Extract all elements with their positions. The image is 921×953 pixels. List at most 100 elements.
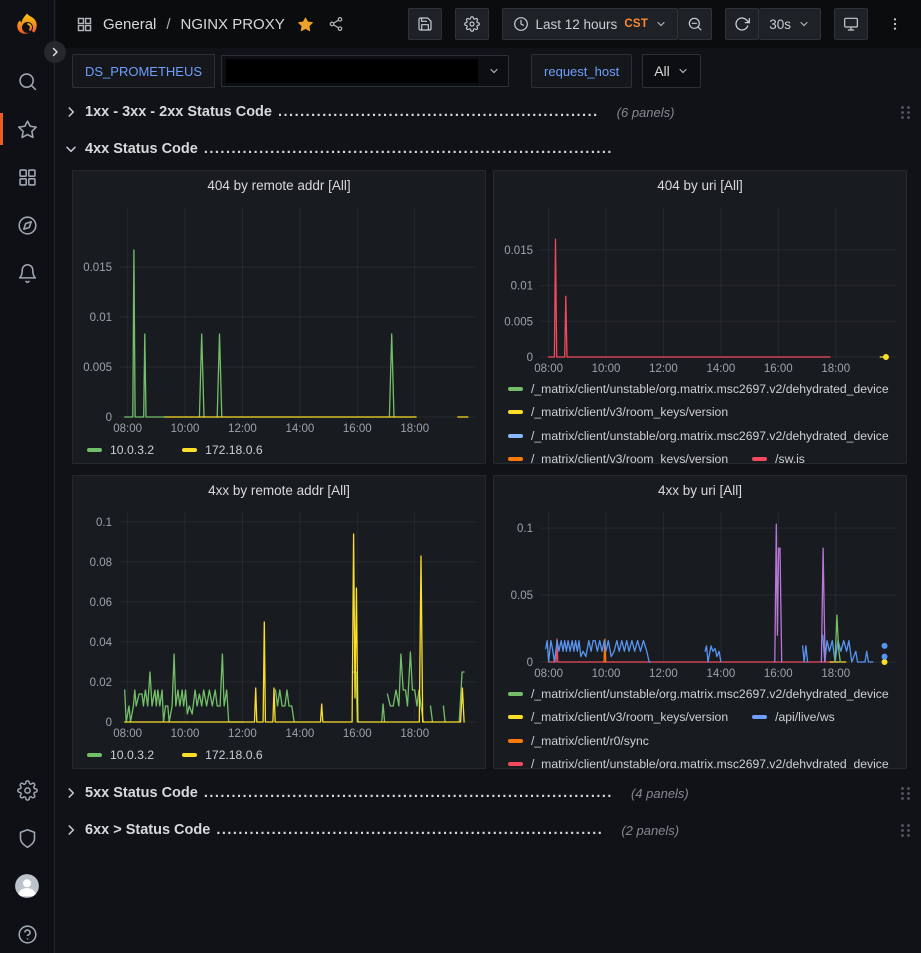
legend-series-swatch xyxy=(87,753,102,757)
clock-icon xyxy=(513,17,528,31)
legend-series-label: /_matrix/client/r0/sync xyxy=(531,733,649,748)
svg-text:16:00: 16:00 xyxy=(343,423,372,435)
svg-text:14:00: 14:00 xyxy=(285,728,314,740)
row-drag-handle[interactable] xyxy=(900,823,911,838)
legend-item[interactable]: /_matrix/client/unstable/org.matrix.msc2… xyxy=(508,382,889,396)
legend-item[interactable]: /_matrix/client/unstable/org.matrix.msc2… xyxy=(508,757,889,769)
refresh-interval-select[interactable]: 30s xyxy=(759,8,821,40)
legend-series-label: /_matrix/client/unstable/org.matrix.msc2… xyxy=(531,686,889,701)
sidebar-expand-button[interactable] xyxy=(44,41,66,63)
panel-legend: 10.0.3.2 172.18.0.6 xyxy=(73,437,485,463)
shield-icon xyxy=(19,828,35,848)
svg-text:12:00: 12:00 xyxy=(228,423,257,435)
chevron-right-icon xyxy=(52,47,58,57)
sidebar-item-profile[interactable] xyxy=(0,873,54,899)
panel-legend: /_matrix/client/unstable/org.matrix.msc2… xyxy=(494,377,906,464)
row-title-leader: ........................................… xyxy=(216,822,604,838)
chevron-down-icon xyxy=(657,21,665,27)
chevron-down-icon xyxy=(490,68,498,74)
dashboard-settings-button[interactable] xyxy=(454,8,489,40)
legend-item[interactable]: /api/live/ws xyxy=(752,710,835,724)
time-range-picker[interactable]: Last 12 hours CST xyxy=(501,8,679,40)
request-host-variable-select[interactable]: All xyxy=(642,54,701,88)
legend-item[interactable]: /sw.js xyxy=(752,452,805,464)
panel-title: 404 by remote addr [All] xyxy=(207,177,351,193)
svg-text:0.04: 0.04 xyxy=(90,637,113,649)
legend-series-label: 172.18.0.6 xyxy=(205,443,263,457)
favorite-star-button[interactable] xyxy=(295,14,316,35)
legend-item[interactable]: /_matrix/client/v3/room_keys/version xyxy=(508,452,728,463)
grafana-logo[interactable] xyxy=(11,10,44,43)
sidebar-item-dashboards[interactable] xyxy=(0,164,54,190)
legend-item[interactable]: 172.18.0.6 xyxy=(182,443,263,457)
legend-series-label: /sw.js xyxy=(775,452,805,464)
breadcrumb-folder[interactable]: General xyxy=(103,15,157,33)
search-icon xyxy=(18,72,36,90)
svg-text:08:00: 08:00 xyxy=(534,363,563,375)
sidebar-item-server-admin[interactable] xyxy=(0,825,54,851)
dashboard-variables: DS_PROMETHEUS request_host All xyxy=(56,48,921,94)
panel-header[interactable]: 4xx by remote addr [All] xyxy=(73,476,485,504)
legend-series-swatch xyxy=(508,410,523,415)
svg-text:0: 0 xyxy=(527,657,533,669)
legend-series-swatch xyxy=(508,386,523,391)
row-drag-handle[interactable] xyxy=(900,786,911,801)
row-header-1xx-3xx-2xx[interactable]: 1xx - 3xx - 2xx Status Code ............… xyxy=(64,98,911,126)
sidebar-item-configuration[interactable] xyxy=(0,777,54,803)
legend-item[interactable]: 10.0.3.2 xyxy=(87,748,154,762)
datasource-variable-select[interactable] xyxy=(221,55,510,87)
panel-header[interactable]: 404 by remote addr [All] xyxy=(73,171,485,199)
dashboard-title[interactable]: NGINX PROXY xyxy=(180,15,285,33)
kebab-menu-button[interactable] xyxy=(881,8,909,40)
legend-series-label: /_matrix/client/unstable/org.matrix.msc2… xyxy=(531,381,889,396)
panel-title: 4xx by remote addr [All] xyxy=(208,482,350,498)
legend-item[interactable]: /_matrix/client/unstable/org.matrix.msc2… xyxy=(508,687,889,701)
legend-series-swatch xyxy=(182,448,198,452)
legend-item[interactable]: 10.0.3.2 xyxy=(87,443,154,457)
svg-text:0.01: 0.01 xyxy=(511,281,533,293)
sidebar-item-help[interactable] xyxy=(0,921,54,947)
svg-text:08:00: 08:00 xyxy=(113,423,142,435)
legend-series-label: /_matrix/client/unstable/org.matrix.msc2… xyxy=(531,757,889,769)
time-series-chart[interactable]: 08:00 10:00 12:00 14:00 16:00 18:00 0 0.05 0.1 xyxy=(494,504,906,682)
svg-text:0: 0 xyxy=(527,352,533,364)
time-series-chart[interactable]: 08:00 10:00 12:00 14:00 16:00 18:00 0 0.005 0.01… xyxy=(494,199,906,377)
row-header-4xx[interactable]: 4xx Status Code ........................… xyxy=(64,135,911,163)
drag-handle-icon xyxy=(901,105,910,119)
legend-series-label: 10.0.3.2 xyxy=(110,748,155,762)
svg-text:0.015: 0.015 xyxy=(83,262,112,274)
apps-grid-icon xyxy=(18,168,36,186)
legend-item[interactable]: 172.18.0.6 xyxy=(182,748,263,762)
legend-item[interactable]: /_matrix/client/r0/sync xyxy=(508,734,649,748)
panel-header[interactable]: 4xx by uri [All] xyxy=(494,476,906,504)
row-panel-count: (4 panels) xyxy=(630,785,689,801)
favorite-star-icon xyxy=(297,16,313,31)
panel-legend: /_matrix/client/unstable/org.matrix.msc2… xyxy=(494,682,906,769)
row-header-6xx[interactable]: 6xx > Status Code ......................… xyxy=(64,816,911,844)
sidebar-item-search[interactable] xyxy=(0,68,54,94)
legend-item[interactable]: /_matrix/client/v3/room_keys/version xyxy=(508,710,728,724)
zoom-out-time-button[interactable] xyxy=(678,8,713,40)
row-title: 1xx - 3xx - 2xx Status Code xyxy=(85,104,272,120)
panel-header[interactable]: 404 by uri [All] xyxy=(494,171,906,199)
time-series-chart[interactable]: 08:00 10:00 12:00 14:00 16:00 18:00 0 0.02 0.04 0… xyxy=(73,504,485,742)
time-series-chart[interactable]: 08:00 10:00 12:00 14:00 16:00 18:00 0 0.005 0.01… xyxy=(73,199,485,437)
svg-text:10:00: 10:00 xyxy=(171,728,200,740)
svg-text:0.015: 0.015 xyxy=(504,245,533,257)
row-drag-handle[interactable] xyxy=(900,105,911,120)
star-icon xyxy=(17,119,37,138)
sidebar-item-alerting[interactable] xyxy=(0,260,54,286)
legend-item[interactable]: /_matrix/client/v3/room_keys/version xyxy=(508,405,728,419)
row-title: 5xx Status Code xyxy=(85,785,198,801)
sidebar-item-explore[interactable] xyxy=(0,212,54,238)
sidebar-item-starred[interactable] xyxy=(0,113,54,145)
save-dashboard-button[interactable] xyxy=(407,8,442,40)
row-header-5xx[interactable]: 5xx Status Code ........................… xyxy=(64,779,911,807)
legend-item[interactable]: /_matrix/client/unstable/org.matrix.msc2… xyxy=(508,429,889,443)
share-button[interactable] xyxy=(326,14,346,34)
refresh-button[interactable] xyxy=(725,8,760,40)
tv-mode-button[interactable] xyxy=(834,8,868,40)
legend-series-swatch xyxy=(508,738,523,743)
drag-handle-icon xyxy=(901,823,910,837)
